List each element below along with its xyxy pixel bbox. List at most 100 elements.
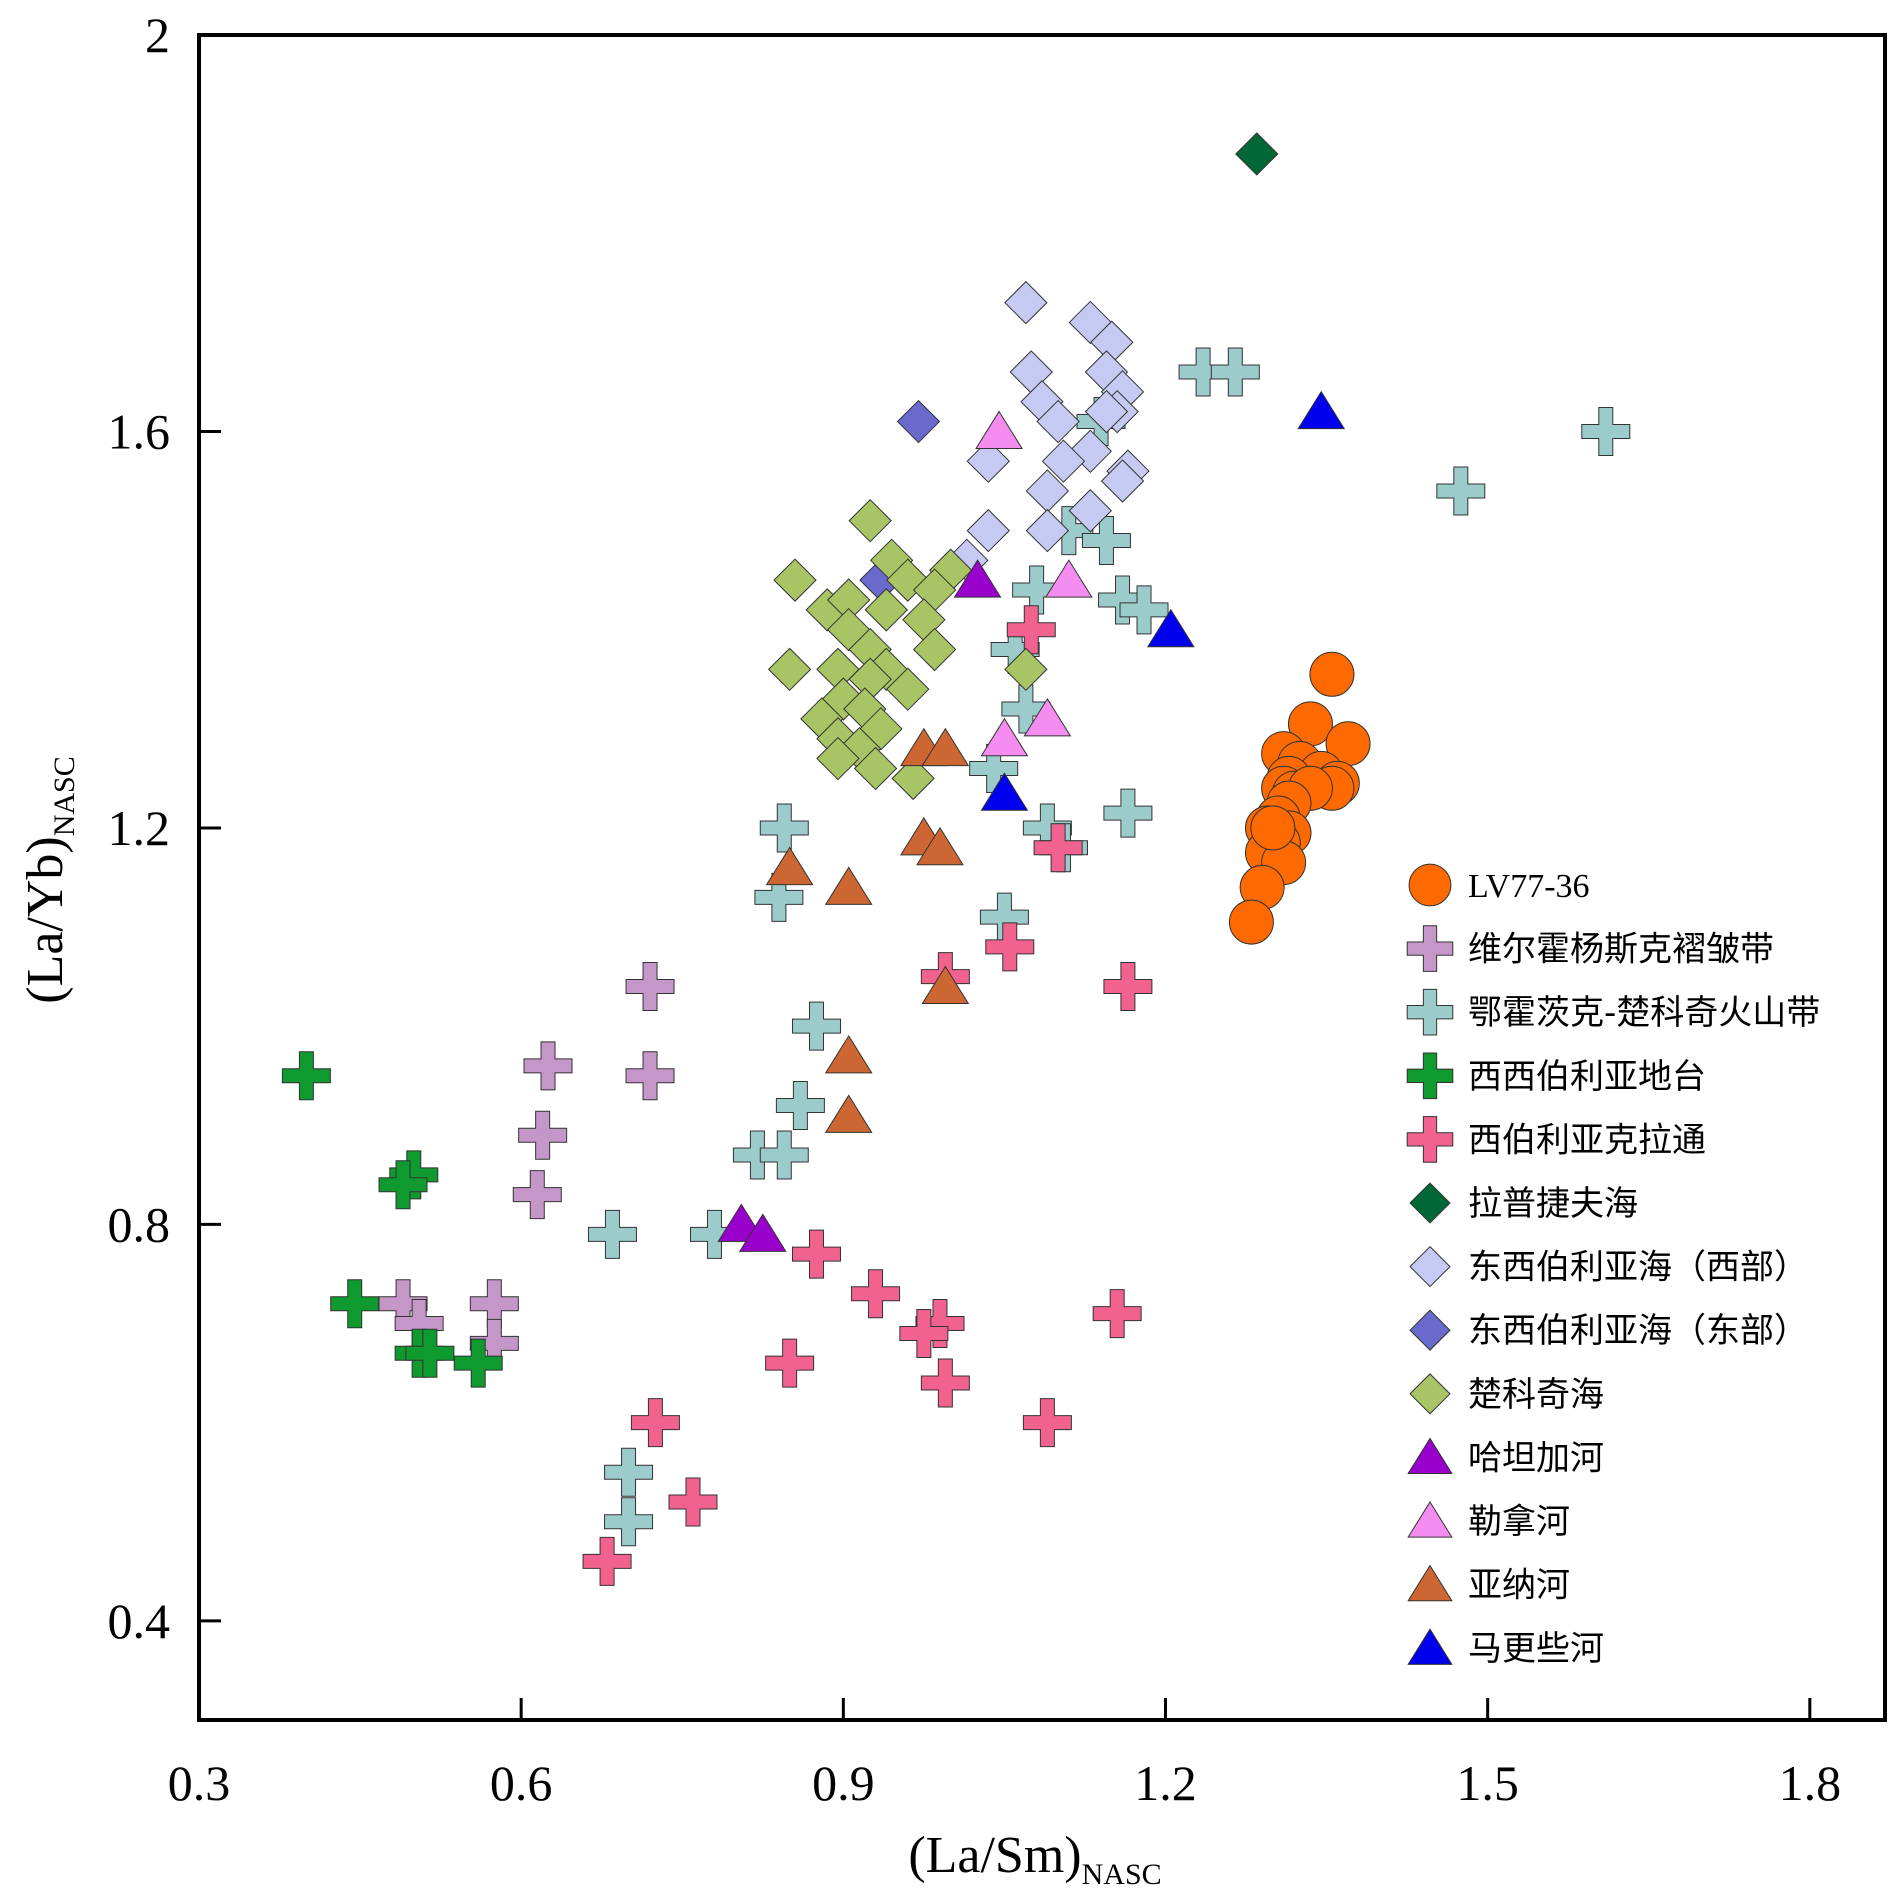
data-point-4-8	[899, 1308, 949, 1358]
legend-item-12: 马更些河	[1407, 1628, 1604, 1669]
data-point-1-3	[518, 1110, 568, 1160]
series-3	[281, 1051, 503, 1388]
legend-item-11: 亚纳河	[1407, 1564, 1570, 1606]
data-point-8-0	[848, 498, 892, 543]
data-point-3-1	[389, 1150, 439, 1200]
data-point-8-2	[773, 558, 817, 602]
legend-marker-8	[1409, 1373, 1451, 1415]
y-tick-label-4: 2	[145, 7, 170, 63]
legend-marker-2	[1406, 988, 1454, 1036]
data-point-11-7	[824, 1034, 873, 1074]
data-point-2-24	[689, 1209, 739, 1259]
data-point-11-8	[824, 1094, 873, 1133]
x-tick-label-2: 0.9	[812, 1755, 875, 1811]
data-point-8-12	[912, 627, 957, 672]
data-point-8-17	[1004, 647, 1048, 692]
data-point-12-2	[980, 772, 1029, 811]
series-0	[1228, 651, 1371, 945]
plot-frame	[197, 33, 1887, 1722]
legend-marker-11	[1407, 1564, 1453, 1602]
data-point-3-3	[330, 1279, 380, 1329]
data-point-4-2	[985, 922, 1035, 972]
series-11	[765, 727, 970, 1133]
x-tick-label-5: 1.8	[1779, 1755, 1842, 1811]
data-point-2-0	[1178, 347, 1228, 397]
data-point-11-3	[916, 826, 964, 866]
data-point-0-21	[1250, 805, 1296, 851]
y-tick-label-0: 0.4	[108, 1593, 171, 1649]
legend-item-1: 维尔霍杨斯克褶皱带	[1406, 925, 1774, 972]
data-point-3-2	[378, 1160, 428, 1210]
data-point-6-12	[966, 439, 1011, 483]
data-point-11-1	[921, 727, 970, 767]
data-point-2-23	[587, 1209, 637, 1259]
data-point-8-27	[891, 756, 935, 801]
legend-marker-9	[1407, 1437, 1453, 1475]
legend-label-9: 哈坦加河	[1468, 1438, 1604, 1478]
legend-item-9: 哈坦加河	[1407, 1437, 1604, 1478]
data-point-4-11	[920, 1358, 970, 1408]
data-point-2-19	[791, 1001, 841, 1051]
data-point-6-0	[1004, 280, 1048, 325]
legend-marker-7	[1409, 1309, 1451, 1351]
data-point-2-22	[759, 1130, 809, 1180]
data-point-6-18	[1025, 508, 1070, 553]
data-point-2-1	[1210, 347, 1260, 397]
data-point-11-6	[921, 965, 970, 1005]
series-4	[582, 605, 1153, 1586]
data-point-10-1	[1044, 559, 1093, 598]
legend-item-10: 勒拿河	[1407, 1501, 1570, 1542]
series-8	[767, 498, 1048, 801]
data-point-4-7	[915, 1299, 965, 1349]
legend-item-0: LV77-36	[1408, 863, 1590, 907]
y-tick-label-1: 0.8	[108, 1196, 171, 1252]
legend-item-5: 拉普捷夫海	[1409, 1182, 1638, 1224]
data-point-4-5	[791, 1229, 841, 1279]
data-point-4-6	[851, 1269, 901, 1319]
data-point-8-14	[767, 647, 812, 692]
data-point-6-17	[966, 508, 1011, 553]
ticks-layer: 0.3 0.6 0.9 1.2 1.5 1.8 0.4 0.8 1.2 1.6 2	[108, 7, 1842, 1811]
legend-label-0: LV77-36	[1468, 868, 1590, 905]
data-point-1-4	[512, 1170, 562, 1220]
legend-label-7: 东西伯利亚海（东部）	[1468, 1311, 1808, 1351]
legend-item-3: 西西伯利亚地台	[1406, 1052, 1706, 1100]
legend-item-2: 鄂霍茨克-楚科奇火山带	[1406, 988, 1820, 1036]
data-point-6-16	[1068, 489, 1113, 533]
data-point-4-15	[582, 1536, 632, 1586]
legend-marker-4	[1406, 1116, 1454, 1163]
markers-layer	[281, 132, 1631, 1586]
data-point-10-0	[975, 410, 1023, 449]
data-point-4-4	[1103, 962, 1153, 1012]
legend-marker-0	[1408, 863, 1452, 907]
series-9	[717, 559, 1002, 1252]
x-axis-title: (La/Sm)NASC	[908, 1827, 1161, 1890]
legend-label-4: 西伯利亚克拉通	[1468, 1120, 1706, 1160]
series-10	[975, 410, 1093, 757]
data-point-2-7	[1012, 565, 1062, 615]
data-point-8-8	[864, 588, 908, 632]
data-point-8-25	[816, 736, 860, 781]
data-point-4-14	[668, 1477, 718, 1527]
data-point-0-20	[1228, 899, 1274, 945]
legend-marker-3	[1406, 1052, 1454, 1100]
data-point-11-4	[765, 846, 814, 886]
data-point-8-26	[853, 746, 898, 791]
legend-marker-5	[1409, 1182, 1451, 1224]
data-point-2-16	[759, 803, 809, 853]
data-point-6-8	[1036, 399, 1080, 444]
data-point-2-9	[1119, 585, 1169, 635]
data-point-2-2	[1581, 406, 1631, 456]
legend-label-8: 楚科奇海	[1468, 1375, 1604, 1415]
legend-marker-6	[1409, 1245, 1451, 1288]
data-point-4-0	[1006, 605, 1056, 655]
x-tick-label-3: 1.2	[1134, 1755, 1197, 1811]
data-point-12-0	[1297, 390, 1346, 430]
data-point-4-1	[1033, 823, 1083, 873]
data-point-2-17	[754, 872, 804, 922]
data-point-2-8	[1098, 575, 1148, 625]
data-point-6-11	[1041, 439, 1086, 483]
y-axis-title: (La/Yb)NASC	[17, 756, 81, 1004]
series-6	[945, 280, 1150, 583]
y-tick-label-2: 1.2	[108, 800, 171, 856]
